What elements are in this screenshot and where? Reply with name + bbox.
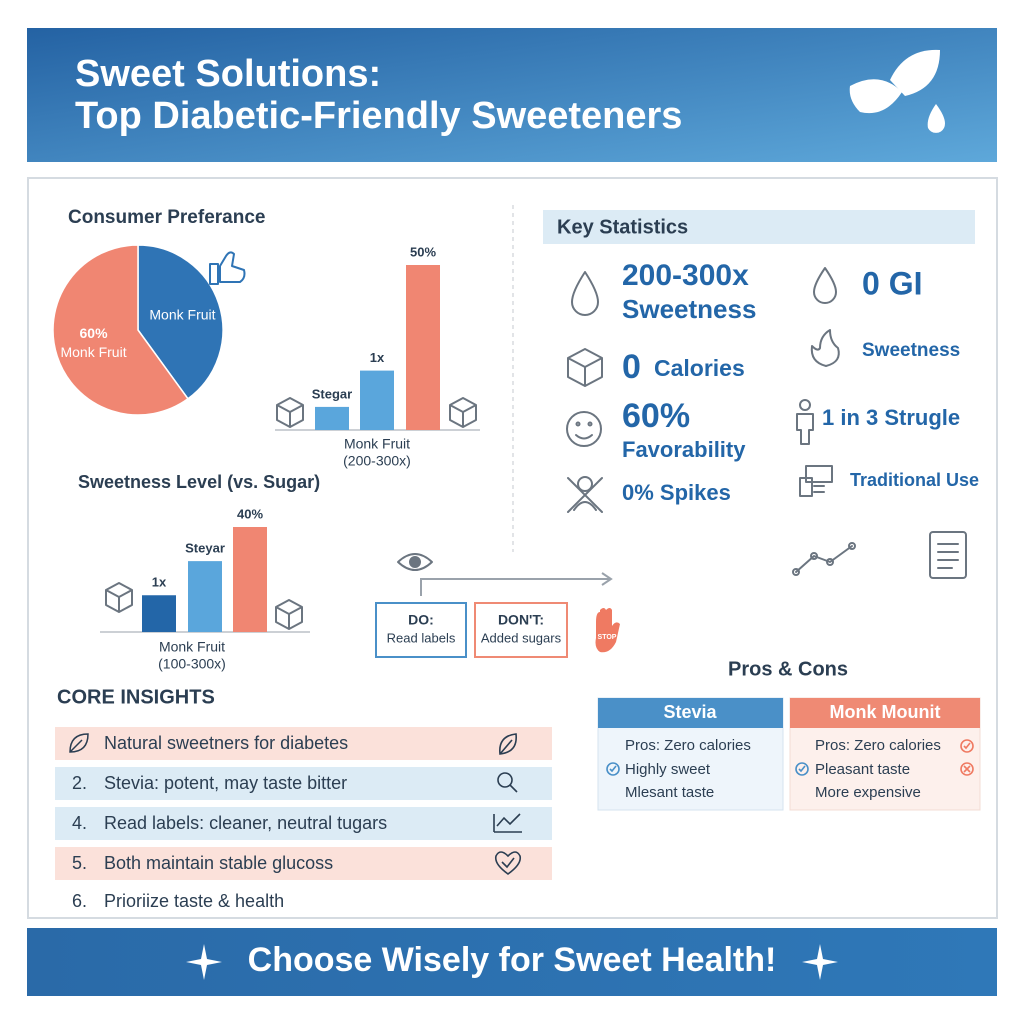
column-name: Monk Mounit (830, 702, 941, 722)
insight-row (55, 727, 552, 760)
stat-label: Sweetness (862, 340, 960, 361)
stat-icons (566, 267, 967, 579)
stats-title: Key Statistics (557, 216, 688, 238)
pie-slice (52, 244, 190, 416)
dont-text: Added sugars (481, 630, 562, 645)
column-item: Pleasant taste (815, 761, 910, 778)
bar (233, 527, 267, 632)
insight-text: Read labels: cleaner, neutral tugars (104, 813, 387, 833)
pie-slice (137, 244, 224, 400)
stat-value: 60% (622, 397, 690, 435)
leaf-bullet (69, 733, 89, 753)
arrow (420, 572, 613, 596)
insight-number: 5. (72, 853, 87, 873)
insight-text: Stevia: potent, may taste bitter (104, 773, 347, 793)
pie-category-label: Monk Fruit (149, 306, 215, 322)
insight-row (55, 767, 552, 800)
pie-category-label: Monk Fruit (60, 344, 126, 360)
stat-label: Calories (654, 355, 745, 381)
insight-row (55, 847, 552, 880)
insight-text: Both maintain stable glucoss (104, 853, 333, 873)
chart-caption: Monk Fruit (159, 639, 225, 655)
cube-icon (105, 397, 477, 630)
bar-label: 40% (237, 506, 263, 521)
insight-row (55, 807, 552, 840)
sparkles (186, 944, 838, 980)
chart-caption: (100-300x) (158, 656, 226, 672)
bar-label: 1x (370, 350, 385, 365)
header-title: Sweet Solutions: (75, 53, 381, 95)
bar-label: Steyar (185, 541, 225, 556)
insight-text: Prioriize taste & health (104, 891, 284, 911)
stat-value: 0 (622, 348, 641, 386)
stat-value: 200-300x (622, 259, 749, 292)
leaf-icon (849, 49, 945, 133)
column-item: Pros: Zero calories (815, 737, 941, 754)
bar (315, 406, 349, 430)
stop-hand (595, 608, 620, 653)
column-item: More expensive (815, 784, 921, 801)
dont-title: DON'T: (498, 612, 544, 628)
chart-caption: (200-300x) (343, 453, 411, 469)
thumbs-up-icon (209, 251, 246, 285)
insight-icons (493, 733, 522, 875)
stat-label: Traditional Use (850, 470, 979, 490)
bar (142, 595, 176, 632)
monk-header (790, 698, 980, 728)
insight-number: 4. (72, 813, 87, 833)
bar-label: 1x (152, 575, 167, 590)
stop-text: STOP (598, 634, 617, 641)
header-title: Top Diabetic-Friendly Sweeteners (75, 95, 682, 137)
bar-label: Stegar (312, 386, 352, 401)
chart-title: Sweetness Level (vs. Sugar) (78, 472, 320, 492)
stat-label: 0% Spikes (622, 480, 731, 505)
stat-label: Sweetness (622, 294, 756, 324)
stats-title-bar (543, 210, 975, 244)
pros-cons-title: Pros & Cons (728, 658, 848, 680)
check-icons (606, 739, 974, 776)
insight-number: 6. (72, 891, 87, 911)
insight-number: 2. (72, 773, 87, 793)
bar (406, 265, 440, 430)
column-name: Stevia (663, 702, 717, 722)
column-item: Pros: Zero calories (625, 737, 751, 754)
do-title: DO: (408, 612, 434, 628)
stat-label: 1 in 3 Strugle (822, 405, 960, 430)
footer-text: Choose Wisely for Sweet Health! (248, 941, 777, 979)
charts: Consumer Preferance Monk Fruit 60% Monk Fru… (52, 207, 480, 672)
column-item: Mlesant taste (625, 784, 714, 801)
column-item: Highly sweet (625, 761, 711, 778)
do-text: Read labels (387, 630, 456, 645)
pie-value-label: 60% (80, 325, 109, 341)
stevia-header (598, 698, 783, 728)
insight-text: Natural sweetners for diabetes (104, 733, 348, 753)
do-box (375, 602, 467, 658)
bar (360, 370, 394, 430)
bar (188, 561, 222, 632)
bar-label: 50% (410, 244, 436, 259)
chart-caption: Monk Fruit (344, 436, 410, 452)
stat-label: Favorability (622, 437, 746, 462)
stat-value: 0 GI (862, 265, 922, 301)
chart-title: Consumer Preferance (68, 207, 265, 228)
insights-title: CORE INSIGHTS (57, 686, 215, 708)
header-banner (27, 28, 997, 162)
eye-icon (397, 553, 433, 571)
dont-box (474, 602, 568, 658)
